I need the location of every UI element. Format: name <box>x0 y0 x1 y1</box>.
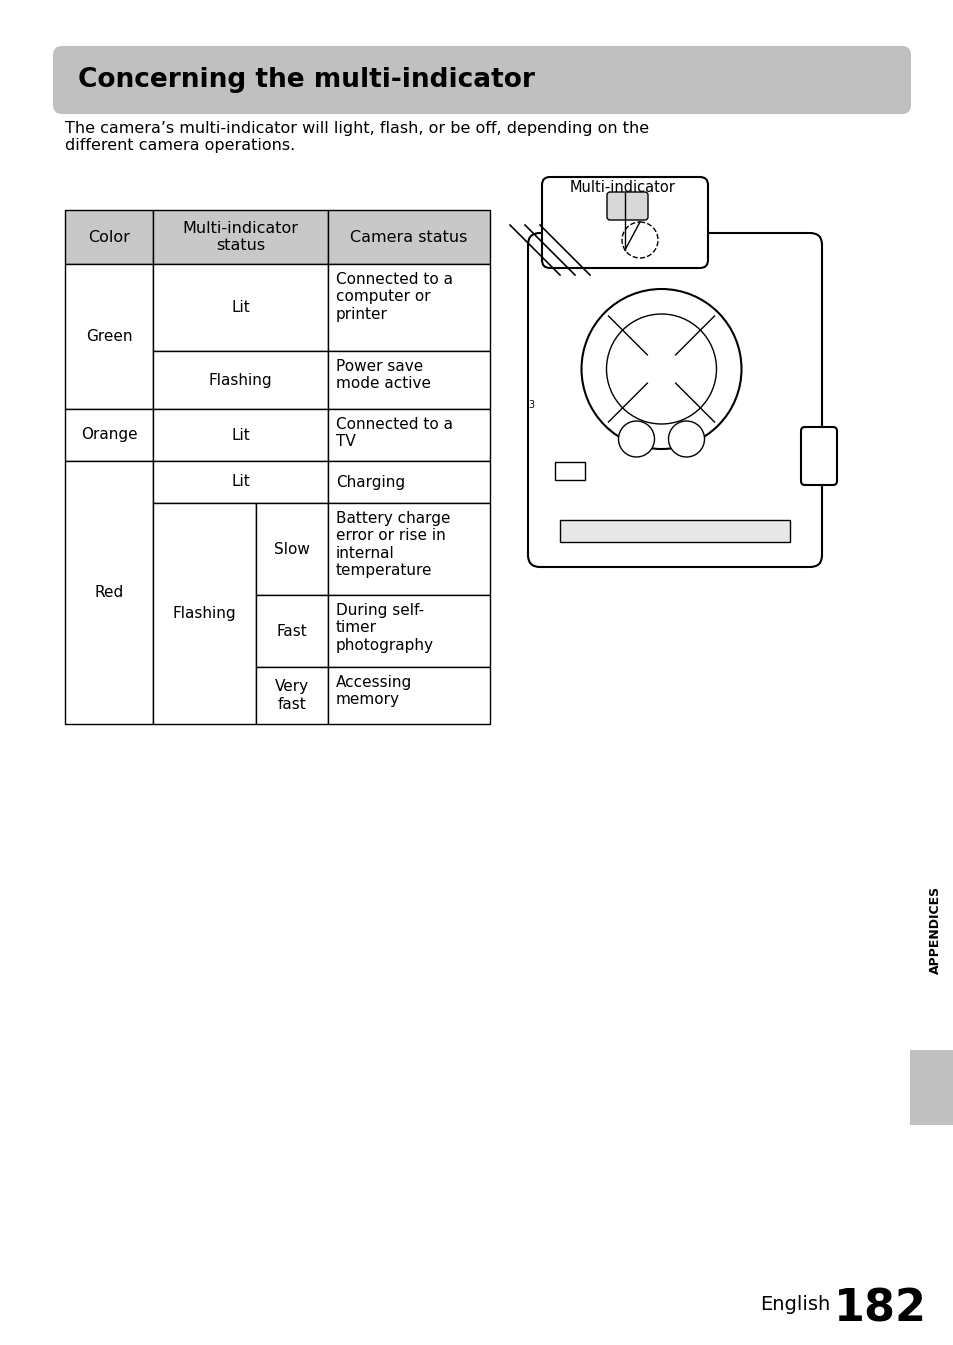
FancyBboxPatch shape <box>606 192 647 221</box>
Text: Multi-indicator
status: Multi-indicator status <box>182 221 298 253</box>
Bar <box>909 1050 953 1124</box>
Bar <box>328 461 490 503</box>
FancyBboxPatch shape <box>541 178 707 268</box>
Text: Power save
mode active: Power save mode active <box>335 359 431 391</box>
Text: Lit: Lit <box>231 475 250 490</box>
Text: The camera’s multi-indicator will light, flash, or be off, depending on the
diff: The camera’s multi-indicator will light,… <box>65 121 648 153</box>
Bar <box>65 210 152 264</box>
Bar <box>152 264 328 351</box>
Text: Orange: Orange <box>81 428 137 443</box>
Text: Flashing: Flashing <box>172 607 236 621</box>
Bar <box>555 461 584 480</box>
Bar <box>152 351 328 409</box>
Circle shape <box>606 313 716 424</box>
Text: Connected to a
TV: Connected to a TV <box>335 417 453 449</box>
Bar <box>65 461 152 724</box>
Bar <box>152 210 328 264</box>
Text: Battery charge
error or rise in
internal
temperature: Battery charge error or rise in internal… <box>335 511 450 578</box>
Circle shape <box>618 421 654 457</box>
Circle shape <box>668 421 703 457</box>
Circle shape <box>581 289 740 449</box>
Circle shape <box>621 222 658 258</box>
Text: Slow: Slow <box>274 542 310 557</box>
Text: Flashing: Flashing <box>209 373 272 387</box>
Bar <box>65 264 152 409</box>
Bar <box>328 667 490 724</box>
Text: Accessing
memory: Accessing memory <box>335 675 412 707</box>
Text: 182: 182 <box>833 1289 926 1332</box>
Text: APPENDICES: APPENDICES <box>927 886 941 974</box>
Text: Red: Red <box>94 585 124 600</box>
FancyBboxPatch shape <box>53 46 910 114</box>
Bar <box>328 409 490 461</box>
Text: 3: 3 <box>527 399 534 410</box>
Bar <box>152 461 328 503</box>
Bar <box>255 667 328 724</box>
Text: During self-
timer
photography: During self- timer photography <box>335 603 434 652</box>
Text: Green: Green <box>86 330 132 344</box>
Bar <box>328 594 490 667</box>
Bar <box>559 521 789 542</box>
FancyBboxPatch shape <box>801 426 836 486</box>
Text: Color: Color <box>88 230 130 245</box>
Text: Very
fast: Very fast <box>274 679 309 712</box>
Text: Lit: Lit <box>231 428 250 443</box>
Text: Lit: Lit <box>231 300 250 315</box>
Bar <box>328 210 490 264</box>
Bar <box>328 351 490 409</box>
Text: Concerning the multi-indicator: Concerning the multi-indicator <box>78 67 535 93</box>
Bar <box>255 503 328 594</box>
Bar <box>152 409 328 461</box>
Text: Camera status: Camera status <box>350 230 467 245</box>
Bar <box>328 503 490 594</box>
Text: English: English <box>760 1295 829 1314</box>
FancyBboxPatch shape <box>527 233 821 568</box>
Text: Fast: Fast <box>276 624 307 639</box>
Bar <box>328 264 490 351</box>
Bar <box>152 503 255 724</box>
Text: Charging: Charging <box>335 475 405 490</box>
Text: Multi-indicator: Multi-indicator <box>569 180 675 195</box>
Bar <box>255 594 328 667</box>
Bar <box>65 409 152 461</box>
Text: Connected to a
computer or
printer: Connected to a computer or printer <box>335 272 453 321</box>
